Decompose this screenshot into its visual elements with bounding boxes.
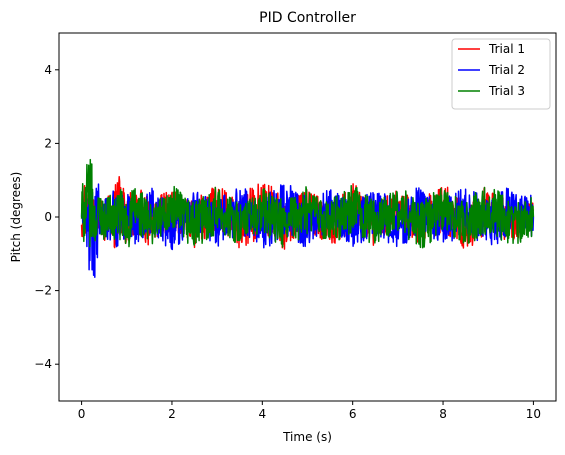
y-tick-label: 0 [44, 210, 52, 224]
y-tick-label: 4 [44, 63, 52, 77]
y-tick-label: −2 [34, 284, 52, 298]
x-axis-label: Time (s) [282, 430, 332, 444]
x-tick-label: 4 [258, 407, 266, 421]
legend-label-trial-1: Trial 1 [488, 42, 525, 56]
series-line-trial-3 [80, 158, 535, 249]
legend: Trial 1 Trial 2 Trial 3 [451, 38, 551, 110]
x-tick-label: 8 [439, 407, 447, 421]
x-axis: 0 2 4 6 8 10 [78, 401, 541, 421]
x-tick-label: 2 [168, 407, 176, 421]
series-layer [80, 158, 535, 278]
legend-label-trial-2: Trial 2 [488, 63, 525, 77]
y-axis: −4 −2 0 2 4 [34, 63, 59, 371]
x-tick-label: 10 [526, 407, 541, 421]
chart-title: PID Controller [259, 10, 356, 26]
y-tick-label: 2 [44, 136, 52, 150]
x-tick-label: 6 [349, 407, 357, 421]
legend-label-trial-3: Trial 3 [488, 84, 525, 98]
y-tick-label: −4 [34, 357, 52, 371]
x-tick-label: 0 [78, 407, 86, 421]
y-axis-label: Pitch (degrees) [9, 172, 23, 263]
